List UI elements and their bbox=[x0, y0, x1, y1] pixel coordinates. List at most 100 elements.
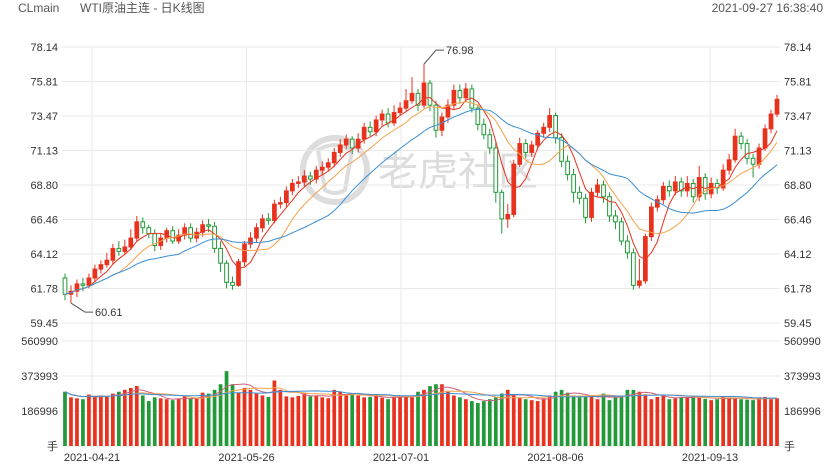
volume-bar bbox=[625, 389, 630, 446]
candle-body bbox=[493, 147, 499, 193]
price-tick-label: 66.46 bbox=[30, 215, 58, 227]
volume-bar bbox=[775, 398, 779, 446]
candle-body bbox=[631, 252, 636, 286]
candle-body bbox=[325, 162, 331, 168]
candle-body bbox=[499, 191, 505, 220]
low-annotation-line bbox=[70, 302, 93, 313]
price-tick-label: 61.78 bbox=[30, 284, 58, 296]
candle-body bbox=[224, 262, 229, 283]
volume-bar bbox=[481, 401, 486, 446]
price-tick-label: 68.80 bbox=[784, 180, 812, 192]
candle-body bbox=[660, 185, 666, 201]
volume-tick-label: 560990 bbox=[784, 336, 821, 348]
volume-bar bbox=[745, 399, 749, 446]
price-axis-left: 78.14 75.81 73.47 71.13 68.80 66.46 64.12 61.78… bbox=[30, 42, 58, 330]
volume-bar bbox=[242, 387, 247, 446]
volume-tick-label: 手 bbox=[784, 439, 795, 453]
candle-body bbox=[511, 163, 517, 215]
volume-tick-label: 373993 bbox=[784, 371, 821, 383]
ma20-line bbox=[64, 108, 778, 295]
volume-bar bbox=[685, 396, 690, 446]
candle-body bbox=[427, 82, 433, 106]
volume-bar bbox=[571, 395, 576, 446]
date-tick-label: 2021-09-13 bbox=[682, 452, 738, 464]
volume-bar bbox=[541, 398, 546, 446]
volume-bar bbox=[81, 399, 85, 446]
volume-bar bbox=[499, 393, 504, 446]
candle-body bbox=[535, 132, 541, 146]
volume-bar bbox=[589, 395, 594, 446]
volume-bar bbox=[398, 395, 402, 446]
volume-bar bbox=[595, 399, 600, 446]
low-annotation-label: 60.61 bbox=[95, 307, 123, 319]
candle-body bbox=[206, 224, 211, 227]
candle-body bbox=[607, 196, 612, 217]
volume-bar bbox=[236, 392, 241, 446]
volume-bar bbox=[284, 396, 289, 446]
volume-bar bbox=[649, 399, 654, 446]
volume-bar bbox=[697, 397, 702, 446]
volume-bar bbox=[230, 384, 235, 446]
volume-bar bbox=[206, 393, 211, 446]
candle-body bbox=[481, 123, 487, 136]
volume-tick-label: 186996 bbox=[784, 406, 821, 418]
volume-bar bbox=[314, 395, 319, 446]
candle-body bbox=[750, 157, 756, 165]
candle-body bbox=[122, 246, 128, 252]
candle-body bbox=[116, 247, 122, 252]
volume-bar bbox=[188, 398, 193, 446]
volume-bar bbox=[410, 397, 414, 446]
volume-tick-label: 手 bbox=[47, 439, 58, 453]
volume-bar bbox=[380, 397, 384, 446]
volume-bar bbox=[356, 395, 361, 446]
volume-bar bbox=[296, 395, 301, 446]
candle-body bbox=[595, 184, 600, 193]
price-tick-label: 78.14 bbox=[30, 42, 58, 54]
volume-bar bbox=[87, 394, 91, 446]
volume-bar bbox=[176, 398, 181, 446]
candle-body bbox=[397, 107, 403, 114]
volume-bar bbox=[99, 395, 103, 446]
candle-body bbox=[433, 104, 439, 131]
volume-bar bbox=[673, 398, 678, 446]
candle-body bbox=[463, 88, 469, 99]
volume-bar bbox=[75, 398, 79, 446]
volume-bar bbox=[152, 397, 157, 446]
volume-bar bbox=[105, 396, 109, 446]
price-tick-label: 75.81 bbox=[30, 77, 58, 89]
price-tick-label: 73.47 bbox=[30, 111, 58, 123]
volume-tick-label: 186996 bbox=[21, 406, 58, 418]
candle-body bbox=[487, 134, 493, 149]
high-annotation-label: 76.98 bbox=[446, 45, 474, 57]
candle-body bbox=[762, 128, 768, 149]
tiger-logo-icon bbox=[300, 135, 370, 205]
volume-bar bbox=[607, 400, 612, 446]
volume-bar bbox=[703, 398, 708, 446]
volume-bar bbox=[338, 391, 343, 446]
volume-bar bbox=[529, 400, 534, 446]
candle-body bbox=[391, 112, 397, 124]
candle-body bbox=[188, 227, 193, 239]
ma10-line bbox=[64, 101, 778, 295]
candle-body bbox=[218, 247, 223, 264]
volume-bar bbox=[158, 398, 163, 446]
volume-bar bbox=[194, 397, 199, 446]
volume-bar bbox=[757, 397, 761, 446]
candle-body bbox=[421, 82, 427, 106]
high-annotation-line bbox=[423, 49, 444, 65]
candle-body bbox=[619, 221, 624, 242]
volume-bar bbox=[643, 394, 648, 446]
candle-body bbox=[170, 230, 176, 242]
candle-body bbox=[230, 281, 235, 286]
watermark-text: 老虎社区 bbox=[378, 149, 538, 195]
volume-bar bbox=[182, 396, 187, 446]
volume-bar bbox=[709, 400, 714, 446]
volume-axis-right: 560990 373993 186996 手 bbox=[784, 336, 821, 453]
candle-body bbox=[313, 169, 319, 180]
annotations: 76.98 60.61 bbox=[70, 45, 474, 319]
volume-bar bbox=[93, 396, 97, 446]
candle-body bbox=[678, 181, 684, 192]
candle-body bbox=[672, 181, 678, 192]
candle-body bbox=[625, 240, 630, 254]
